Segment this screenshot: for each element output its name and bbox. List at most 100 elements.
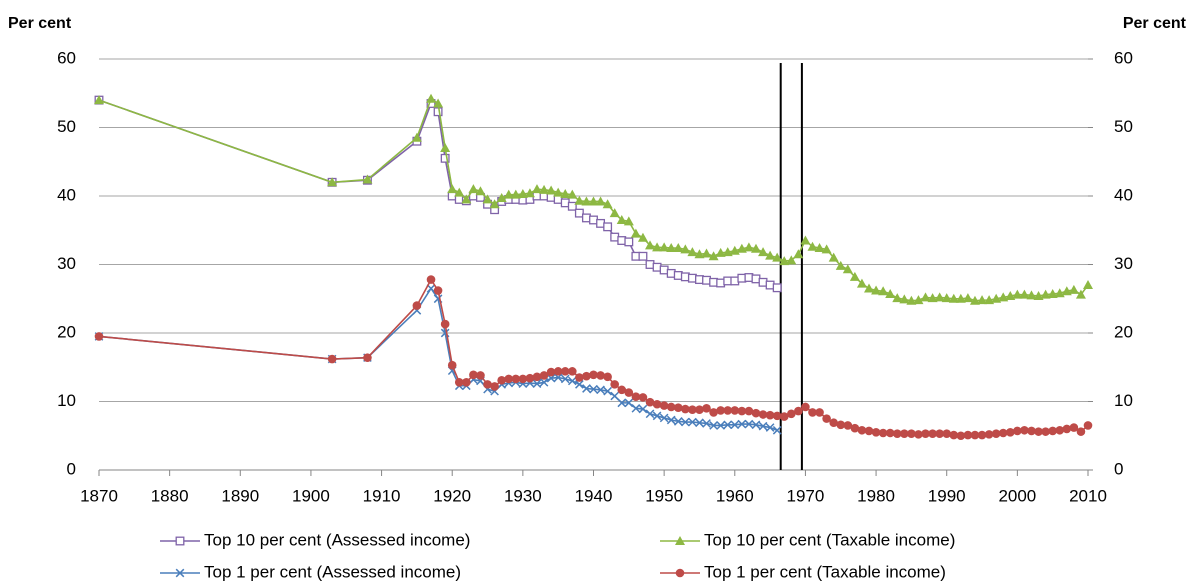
marker <box>808 408 817 417</box>
marker <box>596 371 605 380</box>
marker <box>715 247 726 257</box>
marker <box>984 430 994 439</box>
marker <box>603 222 613 232</box>
marker <box>1083 280 1093 290</box>
marker <box>645 397 655 407</box>
marker <box>426 93 437 103</box>
x-tick-label: 1950 <box>645 486 683 505</box>
marker <box>927 293 938 303</box>
y-tick-label: 0 <box>67 459 76 478</box>
marker <box>1061 286 1072 296</box>
marker <box>567 376 577 386</box>
marker <box>1069 423 1079 432</box>
marker <box>504 374 514 384</box>
marker <box>977 295 988 305</box>
marker <box>709 408 718 417</box>
marker <box>687 247 698 257</box>
x-tick-label: 1920 <box>433 486 471 505</box>
marker <box>892 293 903 303</box>
marker <box>553 373 563 382</box>
marker <box>539 184 550 194</box>
marker <box>836 420 846 430</box>
marker <box>935 429 944 438</box>
marker <box>461 194 472 204</box>
marker <box>652 242 663 252</box>
marker <box>928 429 937 438</box>
marker <box>716 421 725 430</box>
marker <box>630 228 641 238</box>
marker <box>638 404 648 414</box>
marker <box>666 243 677 253</box>
marker <box>906 295 917 305</box>
marker <box>567 201 577 211</box>
marker <box>977 430 987 440</box>
marker <box>546 367 556 377</box>
y2-tick-label: 10 <box>1114 391 1133 410</box>
marker <box>1005 291 1016 301</box>
marker <box>822 414 831 423</box>
marker <box>468 184 479 194</box>
marker <box>801 402 810 412</box>
marker <box>645 409 655 419</box>
marker <box>659 401 669 410</box>
marker <box>673 243 684 253</box>
marker <box>574 208 584 218</box>
marker <box>885 428 895 438</box>
x-tick-label: 1980 <box>857 486 895 505</box>
marker <box>878 286 889 296</box>
marker <box>503 189 514 199</box>
marker <box>941 293 952 303</box>
marker <box>560 367 570 376</box>
marker <box>454 187 465 197</box>
marker <box>998 428 1008 438</box>
legend-label: Top 1 per cent (Assessed income) <box>204 562 461 581</box>
marker <box>934 292 945 302</box>
marker <box>617 398 627 408</box>
marker <box>510 189 521 199</box>
marker <box>750 243 761 253</box>
marker <box>1020 425 1029 435</box>
legend-marker <box>675 536 685 545</box>
marker <box>511 374 521 384</box>
y-tick-label: 50 <box>57 117 76 136</box>
x-tick-label: 1880 <box>151 486 189 505</box>
marker <box>525 373 535 383</box>
x-tick-label: 1900 <box>292 486 330 505</box>
marker <box>553 367 563 376</box>
marker <box>362 174 373 184</box>
y2-tick-label: 50 <box>1114 117 1133 136</box>
marker <box>610 391 620 401</box>
marker <box>589 384 598 394</box>
marker <box>574 195 585 205</box>
marker <box>659 242 670 252</box>
marker <box>921 429 930 438</box>
marker <box>1075 289 1086 299</box>
marker <box>920 292 931 302</box>
x-tick-label: 1890 <box>221 486 259 505</box>
marker <box>688 417 697 427</box>
marker <box>850 423 860 433</box>
legend-marker <box>675 568 685 578</box>
marker <box>483 380 492 389</box>
marker <box>440 143 451 153</box>
marker <box>652 411 662 421</box>
marker <box>849 271 860 281</box>
marker <box>524 188 535 198</box>
marker <box>885 288 896 298</box>
marker <box>913 295 924 305</box>
marker <box>440 153 450 163</box>
marker <box>623 216 634 226</box>
marker <box>772 425 782 435</box>
marker <box>737 419 747 429</box>
y2-tick-label: 40 <box>1114 185 1133 204</box>
marker <box>1033 291 1044 301</box>
legend-marker <box>175 568 185 578</box>
marker <box>454 378 464 387</box>
marker <box>532 379 542 389</box>
marker <box>737 406 747 416</box>
marker <box>616 214 627 224</box>
x-tick-label: 1990 <box>928 486 966 505</box>
marker <box>560 374 570 384</box>
y2-axis-label: Per cent <box>1123 15 1187 32</box>
